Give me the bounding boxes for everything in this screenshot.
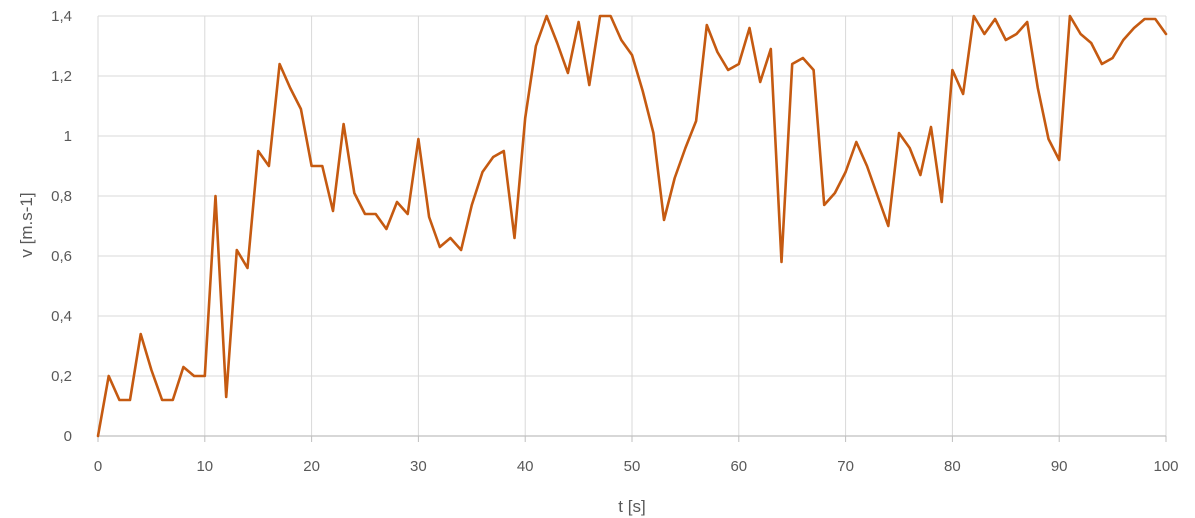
x-tick-label: 50 (624, 458, 641, 475)
y-tick-label: 0,4 (51, 308, 72, 325)
x-tick-label: 10 (196, 458, 213, 475)
y-tick-labels: 0 0,2 0,4 0,6 0,8 1 1,2 1,4 (51, 8, 72, 445)
series-line (96, 14, 1168, 438)
y-tick-label: 0,6 (51, 248, 72, 265)
x-tick-label: 30 (410, 458, 427, 475)
y-tick-label: 1,2 (51, 68, 72, 85)
x-tick-label: 60 (730, 458, 747, 475)
x-tick-label: 40 (517, 458, 534, 475)
y-tick-label: 1 (64, 128, 72, 145)
x-tick-label: 0 (94, 458, 102, 475)
x-tick-label: 100 (1153, 458, 1178, 475)
axes (97, 16, 1167, 442)
y-tick-label: 1,4 (51, 8, 72, 25)
x-tick-label: 90 (1051, 458, 1068, 475)
grid (98, 15, 1167, 436)
y-tick-label: 0 (64, 428, 72, 445)
x-tick-labels: 0 10 20 30 40 50 60 70 80 90 100 (94, 458, 1179, 475)
x-tick-label: 20 (303, 458, 320, 475)
x-axis-title: t [s] (618, 497, 645, 516)
y-tick-label: 0,2 (51, 368, 72, 385)
x-tick-label: 80 (944, 458, 961, 475)
series-group (96, 14, 1168, 438)
x-tick-label: 70 (837, 458, 854, 475)
y-tick-label: 0,8 (51, 188, 72, 205)
y-axis-title: v [m.s-1] (17, 192, 36, 257)
